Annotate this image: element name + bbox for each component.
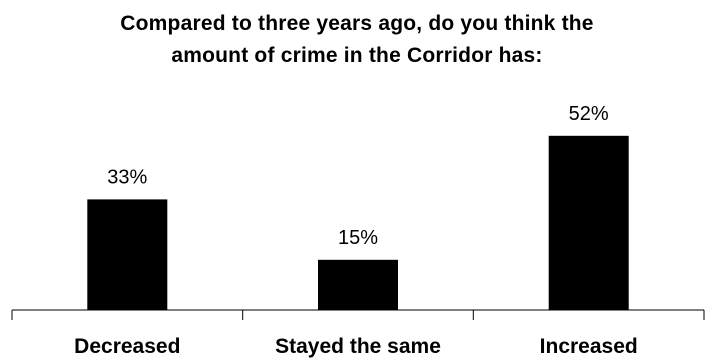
chart-title-line-1: Compared to three years ago, do you thin…	[120, 12, 594, 35]
bar-stayed-the-same	[318, 259, 398, 311]
chart-title-line-2: amount of crime in the Corridor has:	[171, 44, 543, 67]
x-tick-label: Stayed the same	[275, 335, 441, 358]
data-label: 52%	[569, 103, 609, 125]
x-tick-label: Decreased	[74, 335, 180, 358]
data-label: 33%	[107, 166, 147, 188]
x-tick-label: Increased	[540, 335, 638, 358]
chart-title: Compared to three years ago, do you thin…	[0, 8, 714, 72]
bar-decreased	[87, 199, 168, 310]
bar-increased	[548, 135, 629, 310]
data-label: 15%	[338, 227, 378, 249]
